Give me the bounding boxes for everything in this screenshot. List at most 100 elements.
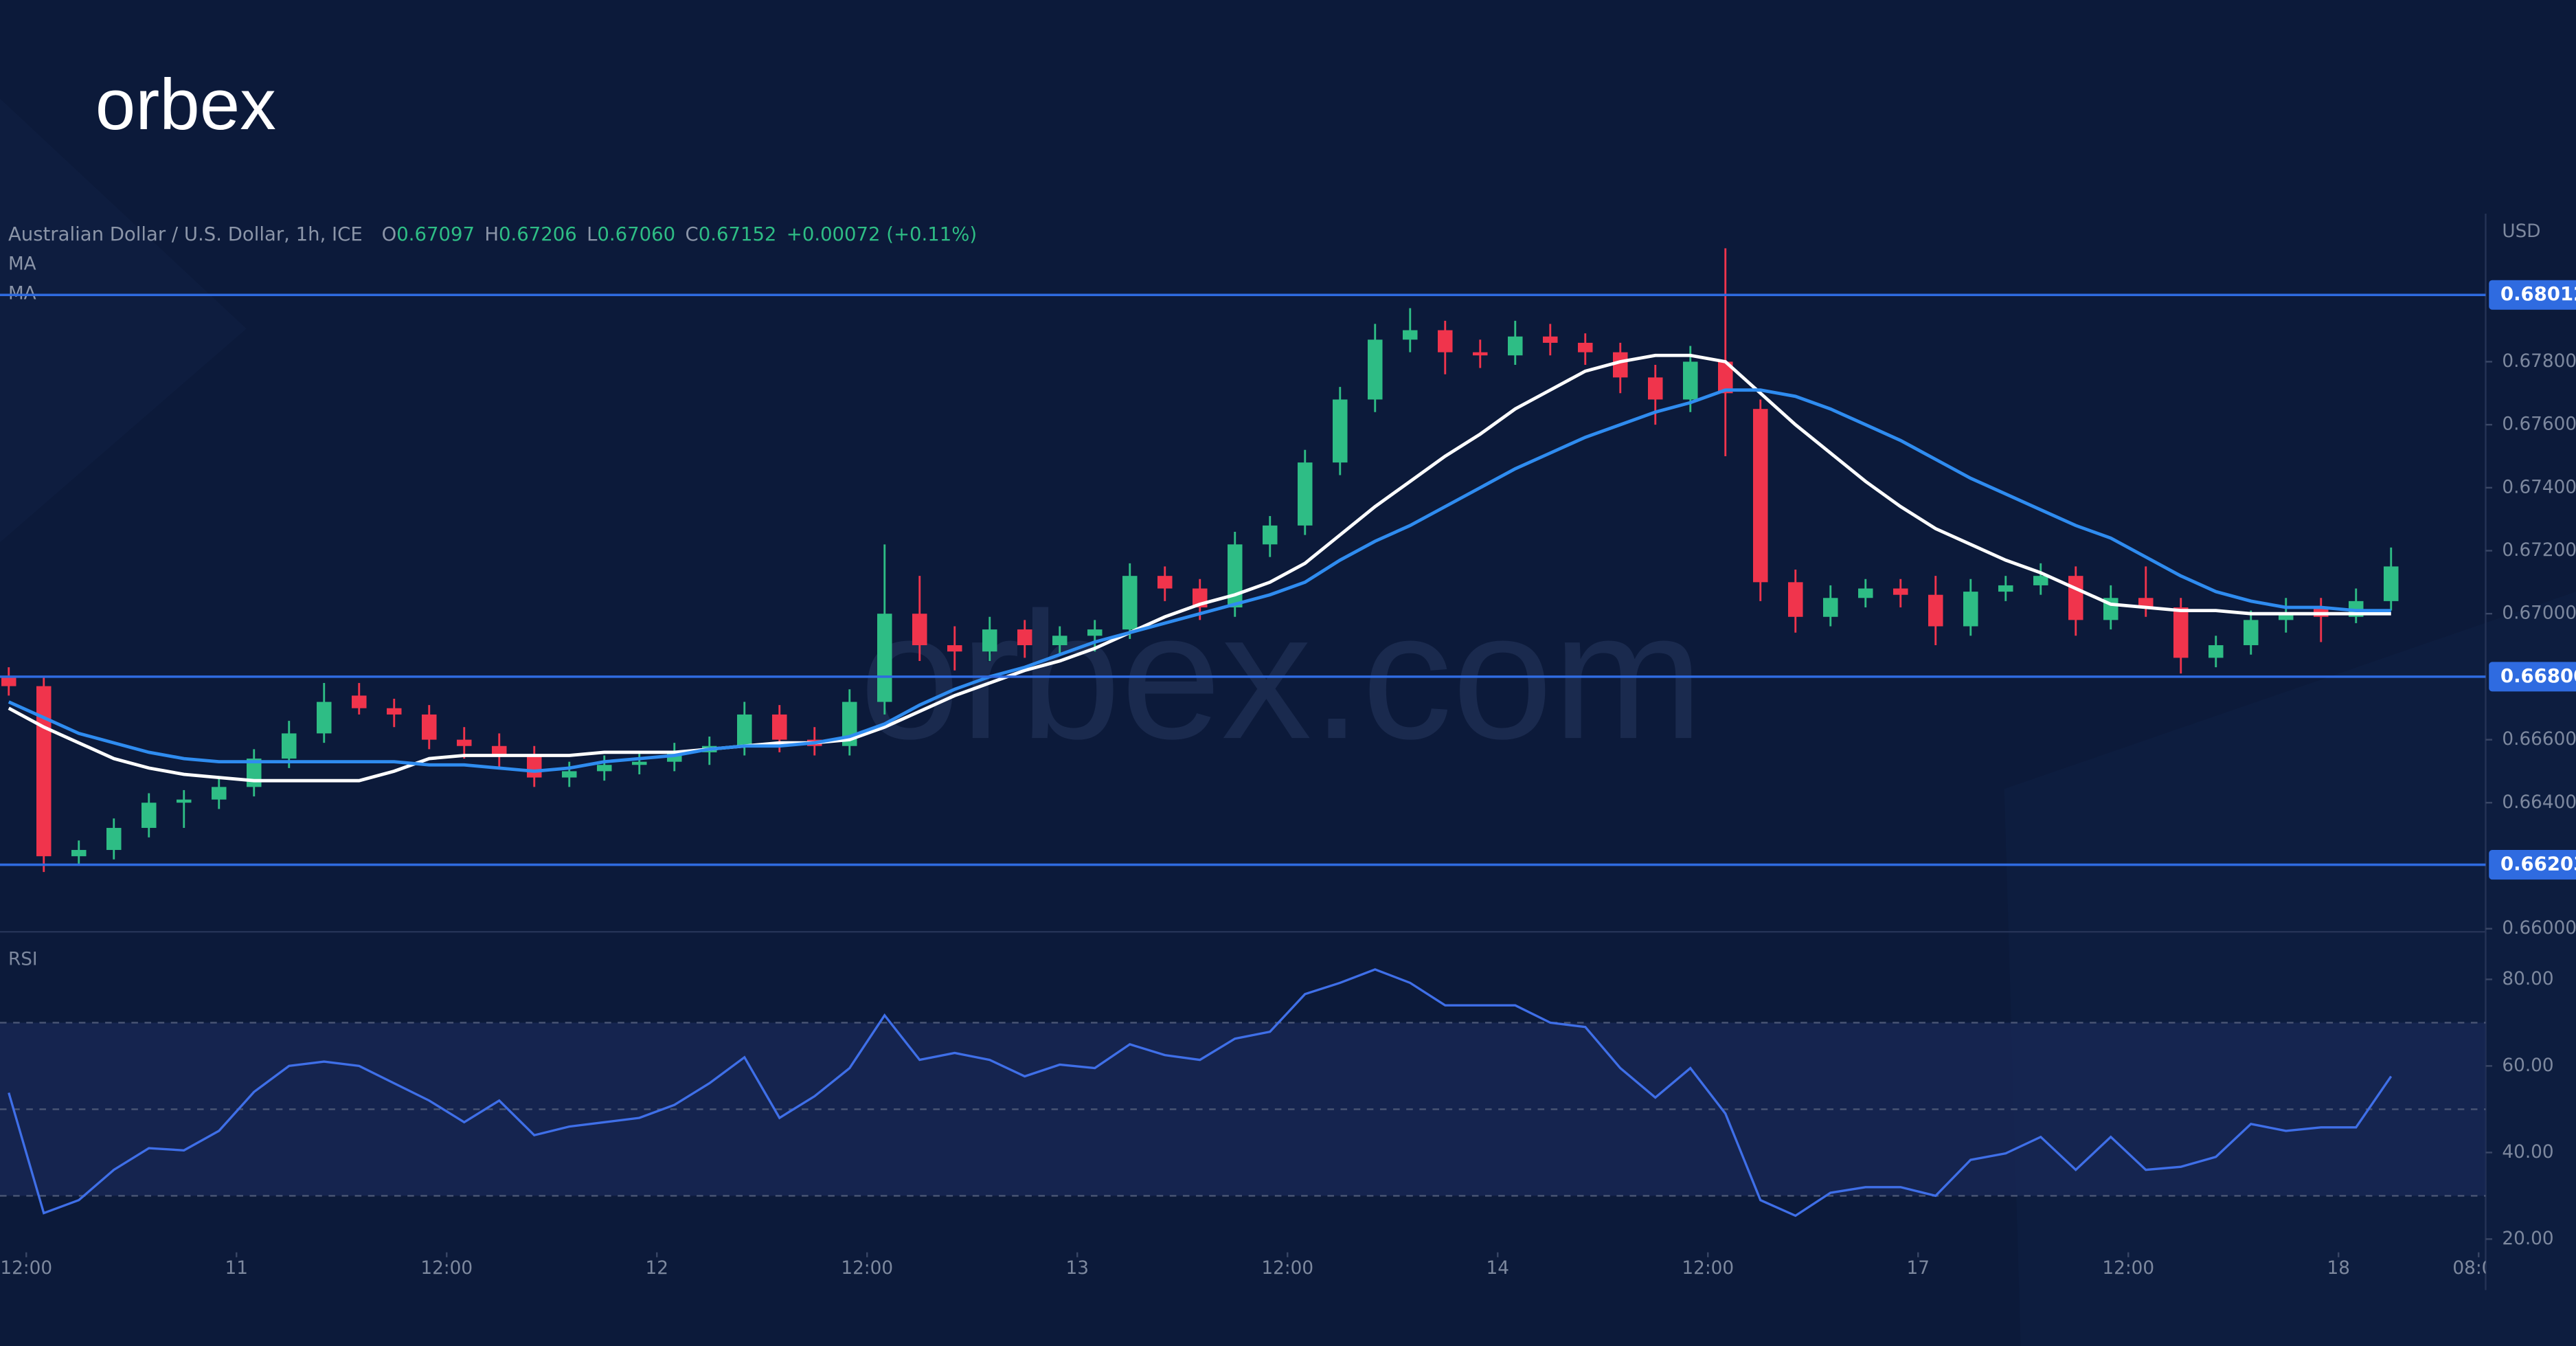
candle-body: [2138, 598, 2154, 608]
x-tick-label: 12:00: [1682, 1258, 1734, 1279]
candle-body: [771, 714, 787, 740]
symbol: Australian Dollar / U.S. Dollar, 1h, ICE: [8, 223, 363, 245]
ohlc-key: L: [587, 223, 598, 245]
candle-body: [386, 708, 402, 715]
candle-body: [1297, 462, 1313, 526]
candle-body: [2068, 576, 2083, 620]
candle-body: [1542, 336, 1558, 343]
candle-body: [1, 676, 16, 686]
candle-body: [211, 787, 227, 800]
candle-body: [351, 695, 367, 708]
x-tick-label: 17: [1907, 1258, 1930, 1279]
candle-body: [1998, 585, 2013, 592]
candle-body: [1087, 629, 1103, 636]
x-tick-label: 12:00: [0, 1258, 52, 1279]
ohlc-key: C: [686, 223, 699, 245]
candle-body: [456, 739, 472, 746]
candle-body: [596, 765, 612, 772]
x-tick-label: 12: [646, 1258, 668, 1279]
candle-body: [1822, 598, 1838, 617]
candle-body: [1682, 361, 1698, 400]
rsi-tick-label: 60.00: [2502, 1055, 2553, 1076]
candle-body: [1437, 330, 1453, 352]
candle-body: [71, 850, 87, 857]
y-tick-label: 0.66000: [2502, 918, 2576, 939]
candle-body: [1928, 594, 1943, 627]
candle-body: [281, 733, 297, 759]
x-tick-label: 18: [2327, 1258, 2350, 1279]
candle-body: [1787, 582, 1803, 617]
candle-body: [106, 827, 122, 851]
ohlc-key: O: [382, 223, 397, 245]
candle-body: [1577, 342, 1593, 352]
candle-body: [1893, 588, 1908, 595]
candle-body: [316, 702, 332, 734]
y-tick-label: 0.67000: [2502, 603, 2576, 624]
change: +0.00072 (+0.11%): [787, 223, 977, 245]
candle-body: [1963, 592, 1978, 627]
candle-body: [1752, 409, 1768, 583]
y-tick-label: 0.67800: [2502, 351, 2576, 372]
rsi-tick-label: 80.00: [2502, 969, 2553, 989]
candle-body: [1472, 352, 1488, 356]
ma-line: [8, 353, 2391, 783]
candle-body: [1122, 576, 1138, 630]
candle-body: [631, 761, 647, 765]
candle-body: [1227, 544, 1243, 608]
candle-body: [141, 803, 157, 828]
y-tick-label: 0.67200: [2502, 540, 2576, 561]
candle-body: [1402, 330, 1418, 340]
candle-body: [421, 714, 437, 740]
candle-body: [2033, 576, 2048, 585]
y-tick-label: 0.67600: [2502, 414, 2576, 435]
candle-body: [176, 799, 192, 803]
x-tick-label: 12:00: [1261, 1258, 1313, 1279]
candle-body: [2173, 607, 2189, 658]
candle-body: [526, 755, 542, 778]
legend-header: Australian Dollar / U.S. Dollar, 1h, ICE…: [8, 223, 977, 245]
candle-body: [2243, 620, 2259, 646]
candle-body: [1017, 629, 1032, 646]
rsi-tick-label: 40.00: [2502, 1142, 2553, 1163]
level-label: 0.68012: [2500, 283, 2576, 305]
plot-area: 12:00 11 12:00 12 12:00 13 12:00 14 12:00 17 12:00…: [0, 248, 2505, 1279]
candle-body: [877, 614, 892, 702]
candle-body: [1857, 588, 1873, 598]
candle-body: [561, 771, 577, 778]
candle-body: [947, 645, 962, 652]
candle-body: [2279, 614, 2294, 620]
ohlc-value: 0.67152: [699, 223, 777, 245]
ohlc-value: 0.67060: [597, 223, 675, 245]
ma-line: [8, 388, 2391, 773]
candle-body: [1612, 352, 1628, 378]
x-tick-label: 13: [1066, 1258, 1089, 1279]
x-tick-label: 08:00: [2452, 1258, 2505, 1279]
logo: orbex: [95, 65, 276, 145]
ohlc-value: 0.67206: [499, 223, 577, 245]
candle-body: [491, 745, 507, 756]
rsi-tick-label: 20.00: [2502, 1229, 2553, 1249]
ohlc-key: H: [484, 223, 499, 245]
y-tick-label: 0.67400: [2502, 477, 2576, 497]
x-tick-label: 12:00: [420, 1258, 473, 1279]
candle-body: [982, 629, 997, 652]
candle-body: [1157, 576, 1173, 589]
candle-body: [1052, 636, 1067, 646]
y-tick-label: 0.66400: [2502, 792, 2576, 813]
candle-body: [36, 686, 52, 857]
rsi-label: RSI: [8, 949, 38, 969]
rsi-line: [8, 968, 2393, 1218]
x-tick-label: 12:00: [2102, 1258, 2154, 1279]
level-label: 0.66203: [2500, 853, 2576, 875]
candle-body: [736, 714, 752, 746]
candle-body: [2208, 645, 2224, 658]
candle-body: [1262, 525, 1278, 545]
x-tick-label: 11: [225, 1258, 248, 1279]
decor: [0, 98, 247, 543]
y-tick-label: 0.66600: [2502, 729, 2576, 750]
candle-body: [912, 614, 927, 646]
level-tag: [2489, 662, 2576, 692]
candle-body: [1717, 361, 1733, 394]
